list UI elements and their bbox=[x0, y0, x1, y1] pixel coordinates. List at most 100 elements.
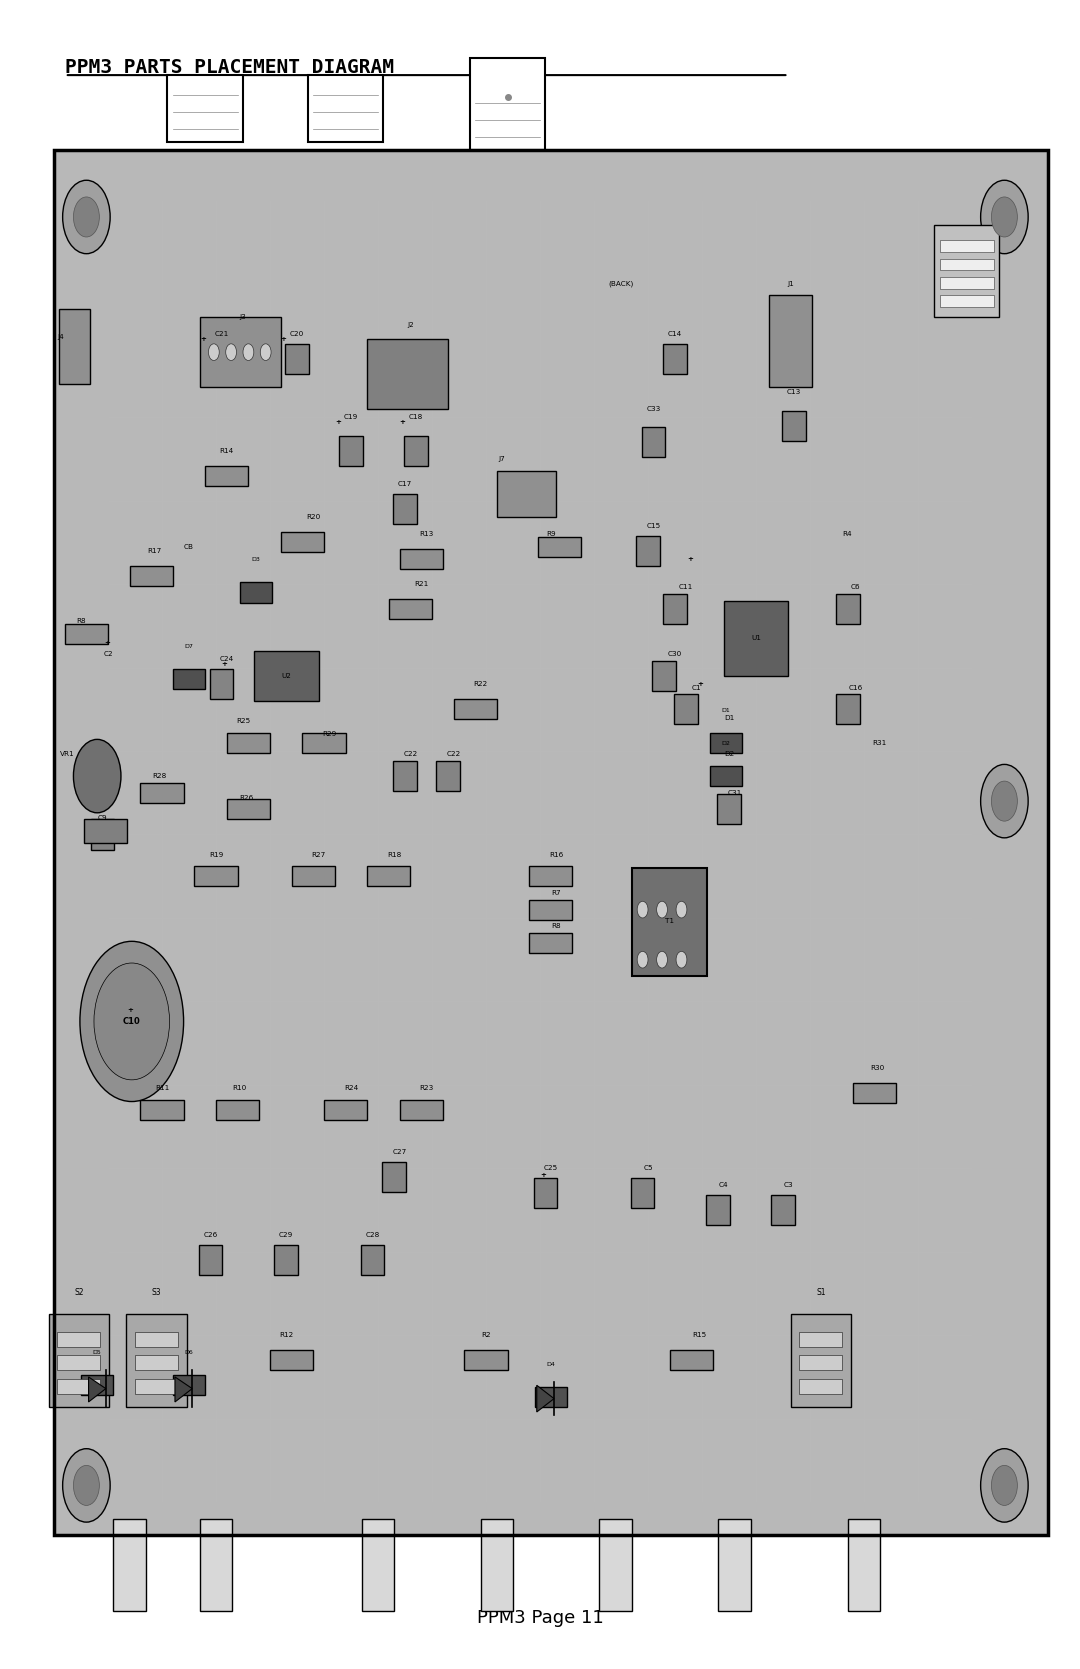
Bar bbox=[324, 1100, 367, 1120]
Text: C18: C18 bbox=[408, 414, 423, 421]
Text: C27: C27 bbox=[392, 1148, 407, 1155]
Text: +: + bbox=[687, 556, 693, 562]
Bar bbox=[59, 309, 90, 384]
Bar bbox=[194, 866, 238, 886]
Text: D3: D3 bbox=[252, 557, 260, 562]
Bar bbox=[393, 494, 417, 524]
Bar bbox=[199, 1245, 222, 1275]
Bar bbox=[710, 733, 742, 753]
Bar bbox=[529, 866, 572, 886]
Text: C33: C33 bbox=[646, 406, 661, 412]
Bar bbox=[361, 1245, 384, 1275]
Text: C6: C6 bbox=[851, 584, 860, 591]
Text: R15: R15 bbox=[692, 1332, 707, 1339]
Text: R17: R17 bbox=[147, 547, 162, 554]
Bar bbox=[57, 1379, 100, 1394]
Bar bbox=[200, 1519, 232, 1611]
Bar bbox=[724, 601, 788, 676]
Bar bbox=[285, 344, 309, 374]
Bar bbox=[65, 624, 108, 644]
Bar bbox=[940, 295, 994, 307]
Text: C3: C3 bbox=[784, 1182, 793, 1188]
Circle shape bbox=[226, 344, 237, 361]
Bar bbox=[940, 277, 994, 289]
Text: S3: S3 bbox=[152, 1288, 161, 1297]
Bar bbox=[632, 868, 707, 976]
Text: C17: C17 bbox=[397, 481, 413, 487]
Bar bbox=[470, 58, 545, 150]
Bar bbox=[636, 536, 660, 566]
Bar bbox=[382, 1162, 406, 1192]
Text: J3: J3 bbox=[240, 314, 246, 320]
Text: C19: C19 bbox=[343, 414, 359, 421]
Text: U2: U2 bbox=[281, 673, 292, 679]
Bar bbox=[173, 1375, 205, 1395]
Bar bbox=[227, 799, 270, 819]
Text: D2: D2 bbox=[724, 751, 734, 758]
Bar bbox=[940, 240, 994, 252]
Text: C25: C25 bbox=[543, 1165, 558, 1172]
Bar bbox=[663, 344, 687, 374]
Text: (BACK): (BACK) bbox=[608, 280, 634, 287]
Bar bbox=[652, 661, 676, 691]
Bar bbox=[848, 1519, 880, 1611]
Bar bbox=[400, 1100, 443, 1120]
Bar bbox=[167, 75, 243, 142]
Text: CB: CB bbox=[184, 544, 194, 551]
Text: R27: R27 bbox=[311, 851, 326, 858]
Text: D6: D6 bbox=[185, 1350, 193, 1355]
Bar bbox=[771, 1195, 795, 1225]
Bar bbox=[135, 1332, 178, 1347]
Text: R31: R31 bbox=[872, 739, 887, 746]
Bar bbox=[400, 549, 443, 569]
Text: C13: C13 bbox=[786, 389, 801, 396]
Circle shape bbox=[981, 764, 1028, 838]
Bar bbox=[706, 1195, 730, 1225]
Text: PPM3 Page 11: PPM3 Page 11 bbox=[476, 1609, 604, 1627]
Text: S1: S1 bbox=[816, 1288, 825, 1297]
Circle shape bbox=[260, 344, 271, 361]
Text: D2: D2 bbox=[721, 741, 730, 746]
Text: R22: R22 bbox=[473, 681, 488, 688]
Bar bbox=[367, 866, 410, 886]
Text: R8: R8 bbox=[77, 618, 85, 624]
Bar bbox=[281, 532, 324, 552]
Bar bbox=[84, 819, 127, 843]
Circle shape bbox=[991, 197, 1017, 237]
Text: U1: U1 bbox=[751, 634, 761, 641]
Bar bbox=[404, 436, 428, 466]
Text: R7: R7 bbox=[552, 890, 561, 896]
Bar bbox=[302, 733, 346, 753]
Bar bbox=[49, 1314, 109, 1407]
Bar bbox=[799, 1379, 842, 1394]
Bar bbox=[535, 1387, 567, 1407]
Text: +: + bbox=[335, 419, 341, 426]
Bar bbox=[642, 427, 665, 457]
Text: C11: C11 bbox=[678, 584, 693, 591]
Polygon shape bbox=[175, 1377, 192, 1402]
Text: R18: R18 bbox=[387, 851, 402, 858]
Bar bbox=[135, 1355, 178, 1370]
Circle shape bbox=[676, 951, 687, 968]
Bar bbox=[599, 1519, 632, 1611]
Text: R8: R8 bbox=[552, 923, 561, 930]
Bar bbox=[254, 651, 319, 701]
Bar bbox=[200, 317, 281, 387]
Text: R30: R30 bbox=[869, 1065, 885, 1071]
Text: C30: C30 bbox=[667, 651, 683, 658]
Text: J7: J7 bbox=[499, 456, 505, 462]
Text: C24: C24 bbox=[219, 656, 234, 663]
Text: J4: J4 bbox=[57, 334, 64, 340]
Circle shape bbox=[657, 951, 667, 968]
Text: R20: R20 bbox=[306, 514, 321, 521]
Bar bbox=[57, 1355, 100, 1370]
Bar bbox=[292, 866, 335, 886]
Bar bbox=[853, 1083, 896, 1103]
Bar bbox=[769, 295, 812, 387]
Bar bbox=[173, 669, 205, 689]
Text: C4: C4 bbox=[719, 1182, 728, 1188]
Text: T1: T1 bbox=[665, 918, 674, 925]
Bar bbox=[308, 75, 383, 142]
Bar bbox=[529, 900, 572, 920]
Polygon shape bbox=[537, 1385, 554, 1412]
